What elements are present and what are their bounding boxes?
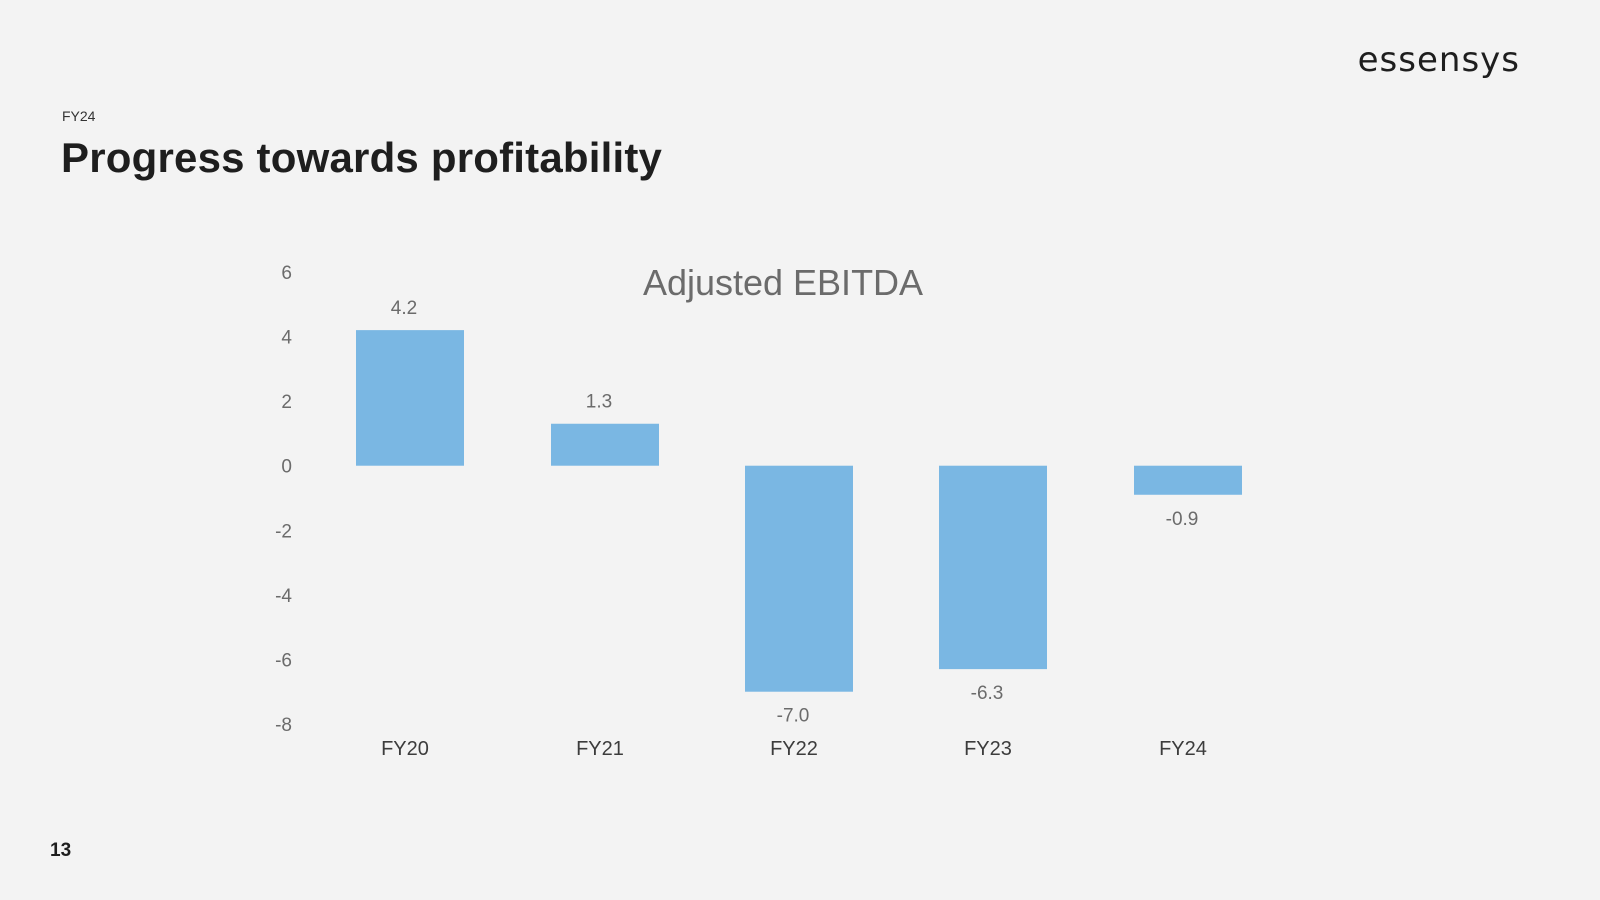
category-label: FY24	[1159, 738, 1207, 760]
y-tick-label: 2	[281, 392, 292, 413]
page-title: Progress towards profitability	[61, 134, 663, 181]
bar-fy20	[356, 330, 464, 466]
category-label: FY22	[770, 738, 818, 760]
page-number: 13	[50, 840, 72, 861]
y-tick-label: 6	[281, 263, 292, 284]
y-tick-label: -8	[275, 715, 292, 736]
category-label: FY20	[381, 738, 429, 760]
y-tick-label: 4	[281, 328, 292, 349]
data-label: -6.3	[971, 683, 1004, 704]
chart-title: Adjusted EBITDA	[643, 262, 923, 303]
y-axis-ticks: 6 4 2 0 -2 -4 -6 -8	[275, 263, 292, 736]
bar-fy21	[551, 423, 659, 466]
section-eyebrow: FY24	[62, 108, 96, 124]
essensys-logo: essensys	[1357, 40, 1520, 80]
category-label: FY23	[964, 738, 1012, 760]
data-label: -0.9	[1166, 509, 1199, 530]
category-label: FY21	[576, 738, 624, 760]
category-labels: FY20 FY21 FY22 FY23 FY24	[381, 738, 1207, 760]
data-label: 1.3	[586, 392, 612, 413]
data-label: 4.2	[391, 298, 417, 319]
bar-fy22	[745, 465, 853, 692]
y-tick-label: 0	[281, 457, 292, 478]
data-labels: 4.2 1.3 -7.0 -6.3 -0.9	[391, 298, 1199, 727]
y-tick-label: -2	[275, 521, 292, 542]
bar-series	[356, 330, 1242, 692]
y-tick-label: -6	[275, 650, 292, 671]
bar-fy23	[939, 465, 1047, 670]
bar-fy24	[1134, 465, 1242, 495]
data-label: -7.0	[777, 706, 810, 727]
y-tick-label: -4	[275, 586, 292, 607]
